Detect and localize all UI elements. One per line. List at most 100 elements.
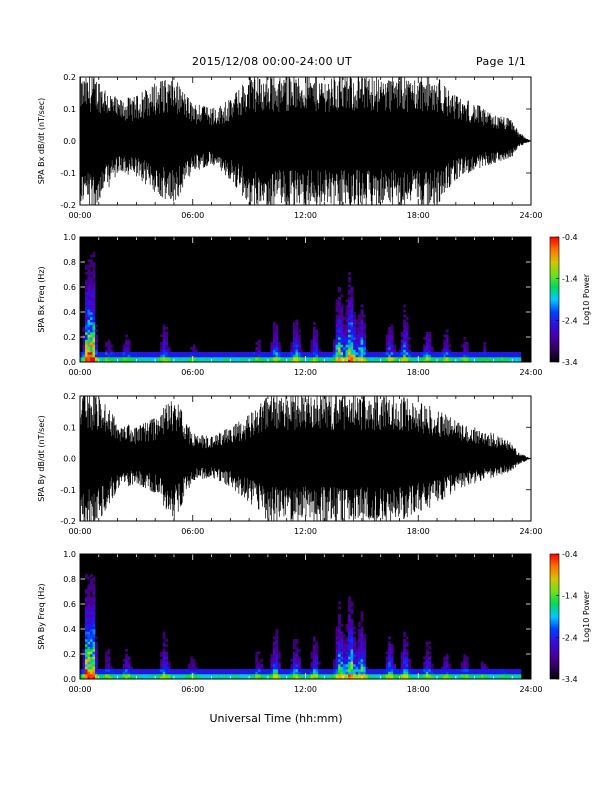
heatmap-cell (170, 676, 174, 680)
heatmap-cell (360, 357, 364, 360)
heatmap-cell (85, 297, 88, 300)
heatmap-cell (428, 674, 432, 677)
heatmap-cell (250, 671, 254, 675)
heatmap-cell (105, 674, 108, 677)
heatmap-cell (480, 664, 484, 667)
heatmap-cell (348, 327, 351, 330)
heatmap-cell (120, 676, 123, 680)
heatmap-cell (350, 669, 354, 672)
heatmap-cell (95, 671, 98, 675)
heatmap-cell (170, 674, 174, 677)
heatmap-cell (465, 354, 469, 358)
heatmap-cell (348, 309, 351, 313)
heatmap-cell (355, 322, 359, 325)
heatmap-cell (405, 344, 409, 348)
heatmap-cell (335, 339, 339, 343)
heatmap-cell (272, 654, 276, 657)
heatmap-cell (353, 317, 356, 320)
heatmap-cell (162, 324, 166, 328)
heatmap-cell (445, 339, 449, 343)
heatmap-cell (340, 671, 344, 675)
heatmap-cell (503, 671, 507, 675)
heatmap-cell (383, 676, 386, 680)
heatmap-cell (237, 674, 241, 677)
heatmap-cell (400, 347, 404, 350)
heatmap-cell (448, 357, 452, 360)
heatmap-cell (350, 619, 354, 622)
heatmap-cell (270, 349, 274, 353)
heatmap-cell (125, 342, 128, 345)
heatmap-cell (165, 349, 168, 353)
x-tick-label: 18:00 (407, 527, 430, 536)
heatmap-cell (425, 669, 429, 672)
heatmap-cell (260, 352, 264, 355)
x-tick-label: 06:00 (181, 368, 204, 377)
heatmap-cell (485, 352, 489, 355)
heatmap-cell (408, 671, 412, 675)
heatmap-cell (425, 354, 429, 358)
heatmap-cell (400, 674, 404, 677)
heatmap-cell (393, 676, 396, 680)
heatmap-cell (157, 674, 161, 677)
heatmap-cell (85, 264, 88, 268)
heatmap-cell (338, 606, 341, 610)
heatmap-cell (425, 359, 429, 363)
heatmap-cell (92, 297, 96, 300)
heatmap-cell (122, 666, 126, 670)
heatmap-cell (313, 659, 316, 662)
heatmap-cell (338, 347, 341, 350)
heatmap-cell (335, 299, 339, 303)
heatmap-cell (490, 354, 494, 358)
heatmap-cell (215, 357, 219, 360)
heatmap-cell (313, 354, 316, 358)
heatmap-cell (92, 669, 96, 672)
heatmap-cell (167, 349, 171, 353)
heatmap-cell (82, 352, 86, 355)
heatmap-cell (385, 339, 389, 343)
heatmap-cell (275, 347, 279, 350)
heatmap-cell (310, 359, 314, 363)
heatmap-cell (305, 359, 309, 363)
heatmap-cell (247, 669, 251, 672)
heatmap-cell (513, 354, 517, 358)
heatmap-cell (463, 347, 467, 350)
heatmap-cell (292, 671, 296, 675)
heatmap-cell (395, 359, 399, 363)
heatmap-cell (340, 674, 344, 677)
heatmap-cell (518, 671, 522, 675)
heatmap-cell (287, 671, 291, 675)
heatmap-cell (345, 347, 349, 350)
heatmap-cell (363, 639, 366, 642)
heatmap-cell (85, 641, 88, 645)
heatmap-cell (400, 352, 404, 355)
heatmap-cell (378, 674, 381, 677)
heatmap-cell (355, 641, 359, 645)
heatmap-cell (465, 671, 469, 675)
heatmap-cell (358, 624, 361, 627)
heatmap-cell (355, 649, 359, 652)
heatmap-cell (348, 639, 351, 642)
heatmap-cell (415, 671, 419, 675)
heatmap-cell (460, 676, 464, 680)
heatmap-cell (107, 339, 111, 343)
heatmap-cell (90, 357, 93, 360)
heatmap-cell (130, 666, 133, 670)
heatmap-cell (335, 676, 339, 680)
heatmap-cell (338, 666, 341, 670)
heatmap-cell (127, 661, 131, 665)
heatmap-cell (460, 344, 464, 348)
heatmap-cell (195, 669, 199, 672)
heatmap-cell (97, 671, 101, 675)
heatmap-cell (310, 339, 314, 343)
heatmap-cell (290, 664, 294, 667)
heatmap-cell (340, 659, 344, 662)
heatmap-cell (275, 661, 279, 665)
heatmap-cell (87, 302, 91, 305)
heatmap-cell (348, 619, 351, 622)
heatmap-cell (267, 674, 271, 677)
heatmap-cell (440, 666, 444, 670)
heatmap-cell (275, 634, 279, 637)
heatmap-cell (443, 352, 447, 355)
heatmap-cell (292, 324, 296, 328)
